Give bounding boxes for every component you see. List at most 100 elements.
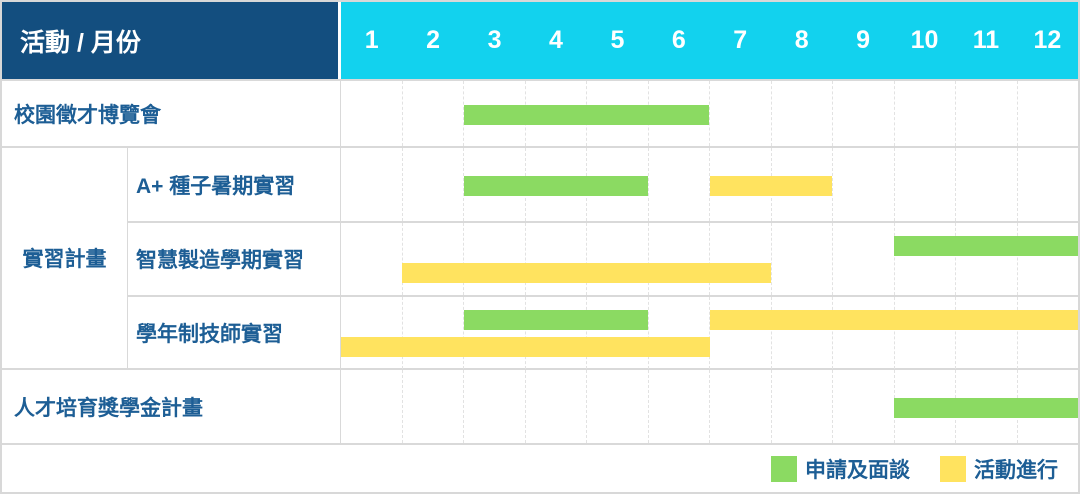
month-cell (463, 297, 525, 369)
gantt-bar-yellow (402, 263, 771, 283)
month-cell (524, 223, 587, 295)
month-label: 10 (910, 26, 939, 54)
month-cell (893, 148, 956, 221)
month-label: 4 (549, 26, 563, 54)
month-cell (647, 148, 710, 221)
month-cell (1016, 81, 1079, 146)
month-cell (770, 370, 833, 443)
month-cell (955, 223, 1017, 295)
legend-swatch-green-icon (771, 455, 797, 482)
month-cell (401, 81, 464, 146)
month-cell (832, 223, 894, 295)
month-cell (832, 297, 894, 369)
month-cell (647, 223, 710, 295)
month-cell (770, 297, 833, 369)
row-academic-year-technician-internship: 學年制技師實習 (128, 295, 1078, 369)
month-label: 2 (426, 26, 441, 54)
month-cell (955, 81, 1017, 146)
group-internship-program: 實習計畫 A+ 種子暑期實習 智慧製造學期實習 學年制技師實習 (2, 146, 1078, 369)
month-cell (401, 370, 464, 443)
month-cell (1016, 148, 1079, 221)
month-cell (770, 223, 833, 295)
month-label: 7 (733, 26, 748, 54)
month-cell (341, 297, 402, 369)
month-cell (647, 370, 710, 443)
month-cell (586, 223, 648, 295)
month-label: 6 (671, 26, 686, 54)
month-cell (955, 297, 1017, 369)
month-label: 5 (610, 26, 625, 54)
month-cell (647, 297, 710, 369)
month-cell (893, 81, 956, 146)
gantt-bar-green (463, 104, 710, 125)
row-label-talent-scholarship-program: 人才培育獎學金計畫 (2, 370, 341, 443)
row-smart-manufacturing-semester-internship: 智慧製造學期實習 (128, 221, 1078, 295)
month-cell (341, 370, 402, 443)
legend-label: 申請及面談 (805, 458, 910, 482)
month-cell (709, 370, 771, 443)
gantt-bar-green (463, 175, 649, 196)
month-cell (463, 370, 525, 443)
timeline-talent-scholarship-program (341, 370, 1078, 443)
row-campus-recruitment-fair: 校園徵才博覽會 (2, 79, 1078, 146)
month-label: 8 (794, 26, 809, 54)
month-cell (401, 223, 464, 295)
header-row: 活動 / 月份 1 2 3 4 5 6 7 8 9 10 11 12 (2, 2, 1078, 79)
month-cell (709, 148, 771, 221)
month-cell (709, 297, 771, 369)
month-cell (401, 148, 464, 221)
month-cell (463, 81, 525, 146)
month-cell (770, 81, 833, 146)
legend-swatch-yellow-icon (940, 455, 966, 482)
group-label-internship-program: 實習計畫 (2, 148, 128, 368)
legend-label: 活動進行 (974, 458, 1058, 482)
month-cell (524, 370, 587, 443)
month-cell (524, 297, 587, 369)
month-label: 9 (856, 26, 871, 54)
row-talent-scholarship-program: 人才培育獎學金計畫 (2, 368, 1078, 443)
gantt-bar-yellow (709, 175, 833, 196)
month-cell (341, 148, 402, 221)
month-cell (709, 223, 771, 295)
row-label-smart-manufacturing-semester-internship: 智慧製造學期實習 (128, 223, 341, 295)
legend: 申請及面談 活動進行 (2, 443, 1078, 492)
month-cell (955, 148, 1017, 221)
legend-item: 申請及面談 (771, 454, 910, 484)
month-header: 1 2 3 4 5 6 7 8 9 10 11 12 (341, 2, 1078, 79)
header-activity-month-cell: 活動 / 月份 (2, 2, 341, 79)
row-label-academic-year-technician-internship: 學年制技師實習 (128, 297, 341, 369)
gantt-bar-yellow (709, 310, 1078, 330)
month-cell (1016, 297, 1079, 369)
month-cell (341, 223, 402, 295)
month-cell (832, 148, 894, 221)
gantt-bar-green (893, 236, 1078, 256)
row-label-campus-recruitment-fair: 校園徵才博覽會 (2, 81, 341, 146)
timeline-smart-manufacturing-semester-internship (341, 223, 1078, 295)
internship-subrows: A+ 種子暑期實習 智慧製造學期實習 學年制技師實習 (128, 148, 1078, 369)
month-cell (586, 297, 648, 369)
gantt-bar-green (893, 397, 1078, 418)
month-cell (463, 223, 525, 295)
month-label: 12 (1033, 26, 1062, 54)
month-cell (709, 81, 771, 146)
month-cell (463, 148, 525, 221)
timeline-aplus-seed-summer-internship (341, 148, 1078, 221)
month-cell (341, 81, 402, 146)
row-aplus-seed-summer-internship: A+ 種子暑期實習 (128, 148, 1078, 221)
gantt-bar-green (463, 310, 649, 330)
timeline-campus-recruitment-fair (341, 81, 1078, 146)
row-label-aplus-seed-summer-internship: A+ 種子暑期實習 (128, 148, 341, 221)
month-cell (832, 81, 894, 146)
month-cell (832, 370, 894, 443)
month-cell (893, 223, 956, 295)
month-label: 11 (972, 26, 1000, 54)
month-cell (401, 297, 464, 369)
timeline-academic-year-technician-internship (341, 297, 1078, 369)
month-cell (1016, 223, 1079, 295)
month-cell (586, 370, 648, 443)
month-cell (893, 297, 956, 369)
month-label: 1 (364, 26, 379, 54)
legend-item: 活動進行 (940, 454, 1058, 484)
month-label: 3 (487, 26, 502, 54)
